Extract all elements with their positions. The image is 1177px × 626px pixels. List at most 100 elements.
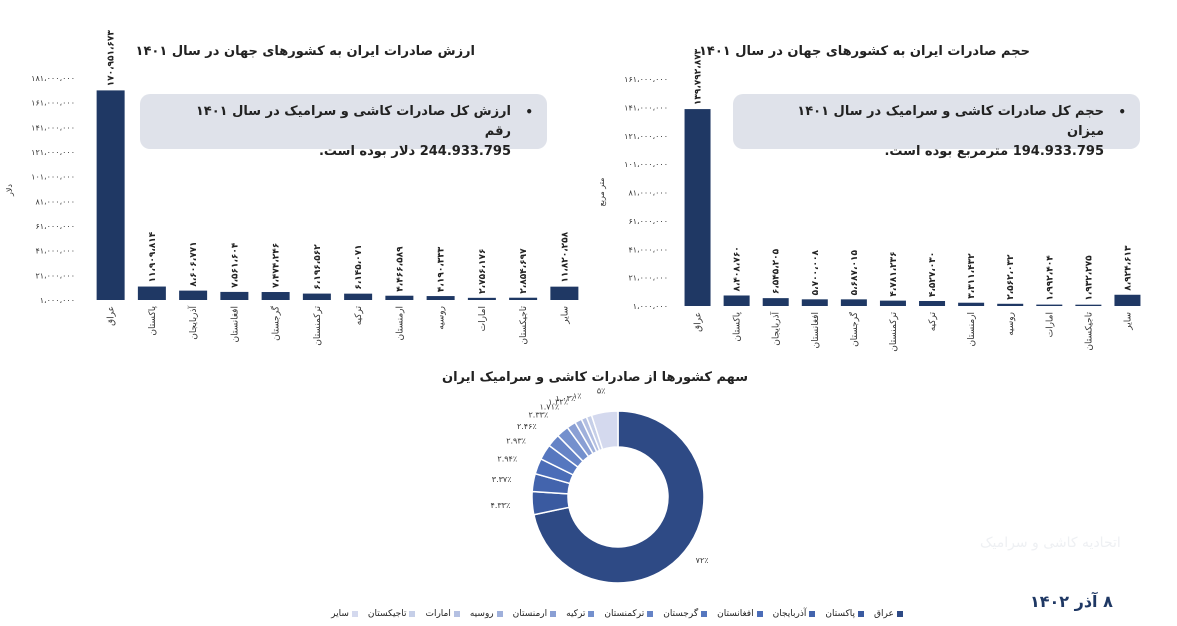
y-tick-label: ۸۱،۰۰۰،۰۰۰ <box>628 189 668 198</box>
bar-value-label: ۲،۵۶۲،۰۳۲ <box>1006 254 1016 300</box>
category-label: امارات <box>1045 312 1055 337</box>
category-label: روسیه <box>437 306 447 330</box>
legend-label: روسیه <box>469 609 494 619</box>
bar-value-label: ۷،۴۷۴،۲۴۶ <box>272 243 282 288</box>
category-label: سایر <box>1123 312 1133 331</box>
value-callout-line-2: 244.933.795 دلار بوده است. <box>318 144 511 159</box>
bar <box>220 291 249 300</box>
bar <box>919 300 946 306</box>
y-tick-label: ۴۱،۰۰۰،۰۰۰ <box>628 245 668 254</box>
bar-value-label: ۲،۸۵۴،۶۹۷ <box>519 248 529 294</box>
category-label: امارات <box>478 306 488 331</box>
share-donut-chart: ۷۲٪ ۴.۳۳٪ ۳.۳۷٪ ۲.۹۴٪ ۲.۹۳٪ ۲.۴۶٪ ۲.۳۳٪۱.۷۱٪۱.… <box>491 386 709 584</box>
y-tick-label: ۱۶۱،۰۰۰،۰۰۰ <box>624 75 668 84</box>
bar <box>509 297 538 300</box>
bar-value-label: ۱۱،۹۰۹،۸۱۴ <box>148 231 158 282</box>
y-axis-label: دلار <box>5 184 14 197</box>
legend-item: افغانستان <box>717 609 763 619</box>
legend-swatch <box>351 611 358 617</box>
bar <box>550 286 579 300</box>
legend-label: ارمنستان <box>512 609 548 619</box>
bar-value-label: ۸،۹۲۴،۶۱۳ <box>1123 245 1133 291</box>
legend-swatch <box>550 611 557 617</box>
bar <box>1036 304 1063 306</box>
legend-label: پاکستان <box>825 609 856 619</box>
bar <box>1114 294 1141 306</box>
slice-value-label: ۲.۴۶٪ <box>517 422 537 431</box>
y-tick-label: ۸۱،۰۰۰،۰۰۰ <box>35 197 75 206</box>
bar-value-label: ۷،۵۶۱،۶۰۴ <box>230 242 240 288</box>
legend-label: عراق <box>874 609 894 619</box>
legend-swatch <box>896 611 903 617</box>
value-chart-title: ارزش صادرات ایران به کشورهای جهان در سال… <box>135 44 475 59</box>
legend-swatch <box>588 611 595 617</box>
bar <box>840 299 867 306</box>
legend-swatch <box>809 611 816 617</box>
bar-value-label: ۶،۵۴۵،۲۰۵ <box>772 248 782 294</box>
bar <box>958 302 985 306</box>
volume-callout-line-1: حجم کل صادرات کاشی و سرامیک در سال ۱۴۰۱ … <box>797 104 1104 139</box>
legend-label: امارات <box>425 609 451 619</box>
y-tick-label: ۶۱،۰۰۰،۰۰۰ <box>628 217 668 226</box>
donut-slice <box>590 410 619 451</box>
y-tick-label: ۱۲۱،۰۰۰،۰۰۰ <box>624 132 668 141</box>
share-legend: عراق پاکستان آذربایجان افغانستان گرجستان ترکم… <box>331 609 903 619</box>
bar <box>801 299 828 306</box>
bar <box>1075 304 1102 306</box>
category-label: سایر <box>560 306 570 325</box>
slice-value-label: ۱.۷۱٪ <box>539 402 559 411</box>
bar <box>997 303 1024 306</box>
bar-value-label: ۳،۳۱۱،۴۳۲ <box>967 253 977 299</box>
bar-value-label: ۸،۴۰۸،۷۶۰ <box>733 246 743 291</box>
y-tick-label: ۱۰۱،۰۰۰،۰۰۰ <box>624 160 668 169</box>
bar <box>344 293 373 300</box>
bar <box>684 109 711 306</box>
legend-item: آذربایجان <box>773 609 816 619</box>
category-label: پاکستان <box>733 312 743 342</box>
bar-value-label: ۱۱،۸۲۰،۲۵۸ <box>560 231 570 282</box>
bar <box>762 298 789 306</box>
bar <box>467 297 496 300</box>
volume-chart-title: حجم صادرات ایران به کشورهای جهان در سال … <box>698 44 1030 59</box>
donut-slice <box>532 410 705 584</box>
bar <box>179 290 208 300</box>
bar-value-label: ۴،۱۹۰،۳۳۳ <box>437 246 447 292</box>
legend-label: آذربایجان <box>772 609 807 619</box>
bar <box>723 295 750 306</box>
category-label: ترکیه <box>354 306 364 326</box>
legend-swatch <box>701 611 708 617</box>
value-bar-chart: ۱،۰۰۰،۰۰۰ ۲۱،۰۰۰،۰۰۰ ۴۱،۰۰۰،۰۰۰ ۶۱،۰۰۰،۰۰۰ ۸… <box>5 30 579 346</box>
y-tick-label: ۴۱،۰۰۰،۰۰۰ <box>35 247 75 256</box>
slice-value-label: ۵٪ <box>597 386 606 395</box>
y-tick-label: ۱۶۱،۰۰۰،۰۰۰ <box>31 99 75 108</box>
legend-item: پاکستان <box>825 609 865 619</box>
y-tick-label: ۱،۰۰۰،۰۰۰ <box>633 302 668 311</box>
bar-value-label: ۴،۴۶۶،۵۸۹ <box>395 246 405 292</box>
category-label: عراق <box>694 312 704 332</box>
watermark: اتحادیه کاشی و سرامیک <box>980 535 1121 551</box>
y-tick-label: ۲۱،۰۰۰،۰۰۰ <box>628 274 668 283</box>
y-tick-label: ۱۲۱،۰۰۰،۰۰۰ <box>31 148 75 157</box>
slice-value-label: ۱.۳۲٪ <box>548 397 568 406</box>
bar-value-label: ۱،۹۳۲،۲۷۵ <box>1084 255 1094 301</box>
share-chart-title: سهم کشورها از صادرات کاشی و سرامیک ایران <box>441 370 749 385</box>
volume-callout: • حجم کل صادرات کاشی و سرامیک در سال ۱۴۰… <box>733 94 1140 159</box>
category-label: گرجستان <box>848 311 860 347</box>
slice-value-label: ۱٪ <box>573 391 582 400</box>
bar-value-label: ۶،۱۴۵،۰۷۱ <box>354 244 364 289</box>
legend-label: افغانستان <box>717 609 754 619</box>
slice-value-label: ۲.۳۳٪ <box>528 411 548 420</box>
legend-swatch <box>496 611 503 617</box>
legend-label: تاجیکستان <box>367 609 407 619</box>
y-tick-label: ۱،۰۰۰،۰۰۰ <box>40 296 75 305</box>
legend-swatch <box>453 611 460 617</box>
legend-label: ترکمنستان <box>604 609 645 619</box>
slice-value-label: ۲.۹۳٪ <box>506 437 526 446</box>
bar-value-label: ۱،۹۹۲،۴۰۴ <box>1045 255 1055 301</box>
bar <box>261 292 290 300</box>
bar-value-label: ۱۳۹،۷۹۲،۸۷۳ <box>694 48 704 105</box>
legend-item: ترکیه <box>566 609 595 619</box>
bar-value-label: ۵،۷۰۰،۰۰۸ <box>811 250 821 296</box>
category-label: ترکیه <box>928 312 938 332</box>
legend-item: امارات <box>425 609 460 619</box>
